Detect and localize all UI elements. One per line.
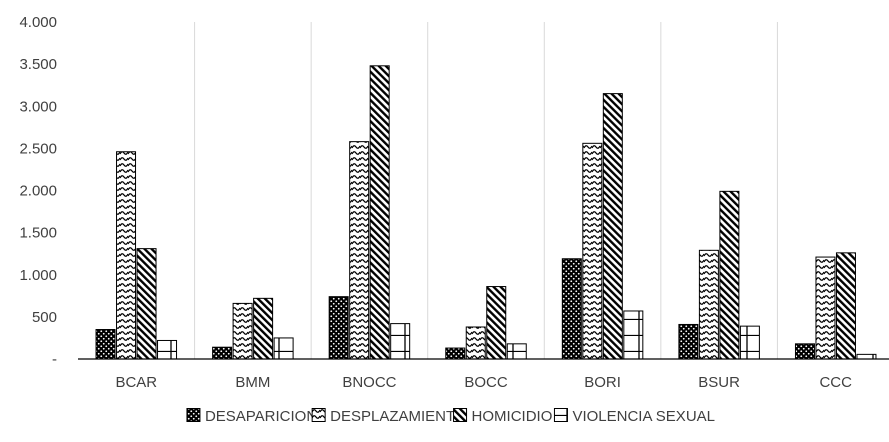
bar-bcar-violencia-sexual [157, 339, 178, 360]
x-tick-label: CCC [819, 374, 852, 391]
bar-bsur-homicidio [719, 190, 740, 360]
bar-bocc-violencia-sexual [506, 343, 527, 360]
bar-bnocc-homicidio [369, 65, 390, 360]
bar-bocc-desplazamiento [465, 326, 486, 360]
bar-bsur-violencia-sexual [739, 325, 760, 360]
y-tick-label: 4.000 [19, 14, 57, 31]
bar-ccc-desplazamiento [815, 256, 836, 360]
legend: DESAPARICION DESPLAZAMIENTO HOMICIDIO VIOLE… [186, 408, 715, 425]
bar-bori-homicidio [602, 93, 623, 360]
x-tick-label: BNOCC [342, 374, 396, 391]
bar-bmm-homicidio [253, 297, 274, 360]
x-tick-label: BORI [584, 374, 621, 391]
bar-bmm-desaparicion [212, 346, 233, 360]
bar-bori-desaparicion [561, 258, 582, 360]
y-tick-label: 1.500 [19, 225, 57, 242]
bar-ccc-homicidio [835, 252, 856, 360]
bar-ccc-desaparicion [794, 343, 815, 360]
legend-swatch-homicidio [453, 408, 468, 422]
bar-bmm-violencia-sexual [273, 337, 294, 360]
legend-label-desplazamiento: DESPLAZAMIENTO [330, 408, 466, 425]
bars-layer [95, 65, 877, 360]
x-tick-label: BOCC [464, 374, 508, 391]
y-tick-label: 1.000 [19, 267, 57, 284]
legend-label-homicidio: HOMICIDIO [472, 408, 553, 425]
bar-bcar-desaparicion [95, 329, 116, 360]
y-tick-label: 3.500 [19, 56, 57, 73]
bar-bori-desplazamiento [582, 142, 603, 360]
legend-label-desaparicion: DESAPARICION [205, 408, 317, 425]
legend-swatch-desplazamiento [311, 408, 326, 422]
bar-bocc-desaparicion [445, 347, 466, 360]
bar-bsur-desaparicion [678, 323, 699, 360]
y-tick-label: 500 [32, 309, 57, 326]
x-tick-label: BMM [235, 374, 270, 391]
bar-bcar-desplazamiento [116, 151, 137, 360]
bar-bnocc-desplazamiento [349, 141, 370, 360]
bar-bmm-desplazamiento [232, 302, 253, 360]
legend-swatch-violencia-sexual [553, 408, 568, 422]
y-tick-label: - [52, 351, 57, 368]
legend-swatch-desaparicion [186, 408, 201, 422]
bar-bori-violencia-sexual [623, 310, 644, 360]
y-tick-label: 3.000 [19, 98, 57, 115]
x-tick-label: BCAR [115, 374, 157, 391]
bar-bnocc-desaparicion [328, 296, 349, 360]
x-tick-label: BSUR [698, 374, 740, 391]
y-tick-label: 2.500 [19, 140, 57, 157]
bar-ccc-violencia-sexual [856, 353, 877, 360]
bar-bnocc-violencia-sexual [390, 323, 411, 360]
category-gridlines [194, 22, 778, 359]
bar-bcar-homicidio [136, 248, 157, 360]
legend-label-violencia-sexual: VIOLENCIA SEXUAL [572, 408, 715, 425]
axis-layer: BCAR BMM BNOCC BOCC BORI BSUR CCC - 500 1.000 1.50… [19, 14, 889, 391]
bar-bocc-homicidio [486, 286, 507, 360]
y-tick-label: 2.000 [19, 183, 57, 200]
bar-bsur-desplazamiento [698, 249, 719, 360]
